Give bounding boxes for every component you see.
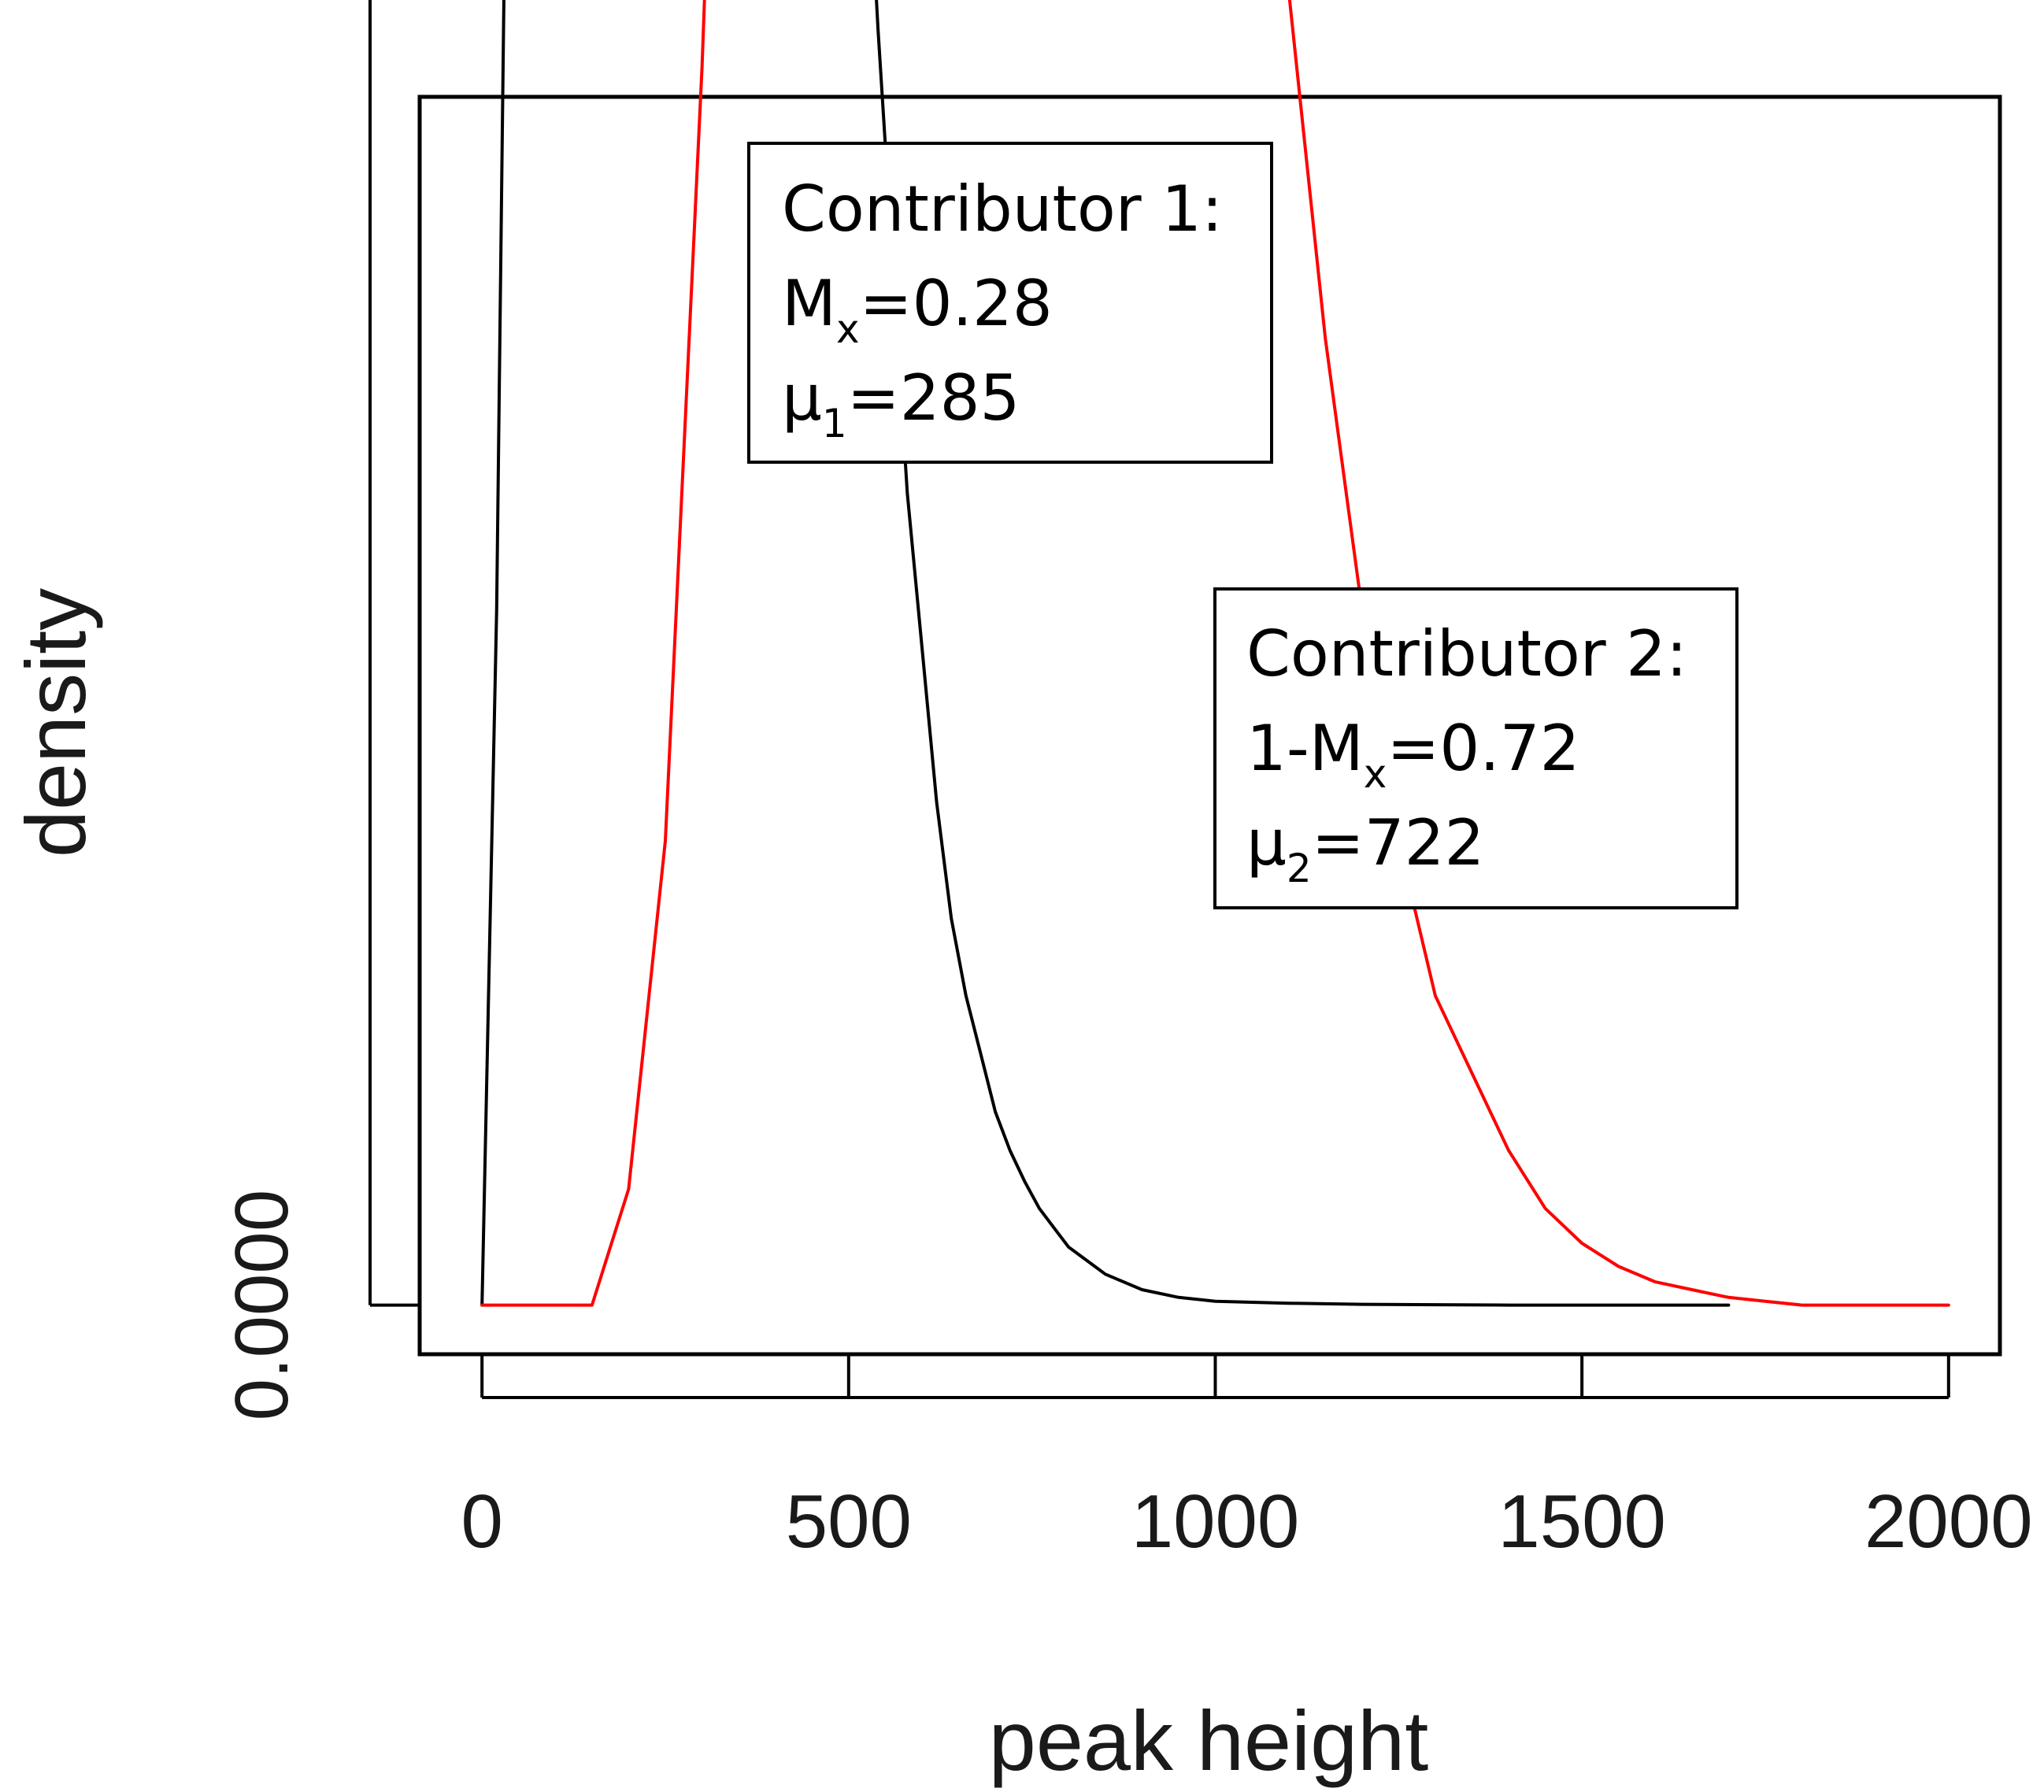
x-axis: 0 500 1000 1500 2000 xyxy=(461,1354,2033,1564)
x-tick-label: 1500 xyxy=(1498,1479,1666,1564)
annotation-box xyxy=(1213,587,1739,909)
annotation-subscript: x xyxy=(1364,751,1387,797)
annotation-title: Contributor 1: xyxy=(782,172,1223,246)
annotation-symbol: μ xyxy=(1246,806,1287,879)
annotation-value: =0.72 xyxy=(1387,712,1579,785)
annotation-symbol: μ xyxy=(782,361,822,435)
x-axis-label: peak height xyxy=(989,1693,1428,1788)
annotation-title: Contributor 2: xyxy=(1246,617,1687,691)
x-tick-label: 500 xyxy=(786,1479,912,1564)
annotation-mean: μ1=285 xyxy=(782,361,1020,446)
x-tick-label: 1000 xyxy=(1131,1479,1300,1564)
annotation-contributor-2: Contributor 2: 1-Mx=0.72 μ2=722 xyxy=(1213,587,1739,909)
annotation-symbol: M xyxy=(782,267,836,340)
annotation-subscript: 1 xyxy=(822,401,847,446)
x-tick-label: 0 xyxy=(461,1479,502,1564)
plot-frame xyxy=(417,94,2002,1357)
annotation-subscript: 2 xyxy=(1287,846,1312,891)
y-tick-label: 0.0000 xyxy=(220,1190,304,1421)
x-tick-label: 2000 xyxy=(1864,1479,2033,1564)
annotation-mixture: 1-Mx=0.72 xyxy=(1246,712,1580,797)
annotation-symbol: 1-M xyxy=(1246,712,1364,785)
annotation-box xyxy=(747,142,1273,464)
annotation-value: =0.28 xyxy=(860,267,1053,340)
series-line-contributor-1 xyxy=(480,0,1731,1307)
annotation-value: =722 xyxy=(1312,806,1485,879)
annotation-mixture: Mx=0.28 xyxy=(782,267,1053,352)
annotation-subscript: x xyxy=(836,306,860,352)
y-axis-label: density xyxy=(8,588,103,857)
annotation-value: =285 xyxy=(847,361,1020,435)
annotation-mean: μ2=722 xyxy=(1246,806,1484,891)
annotation-contributor-1: Contributor 1: Mx=0.28 μ1=285 xyxy=(747,142,1273,464)
curves xyxy=(480,0,1950,1307)
series-line-contributor-2 xyxy=(480,0,1950,1307)
